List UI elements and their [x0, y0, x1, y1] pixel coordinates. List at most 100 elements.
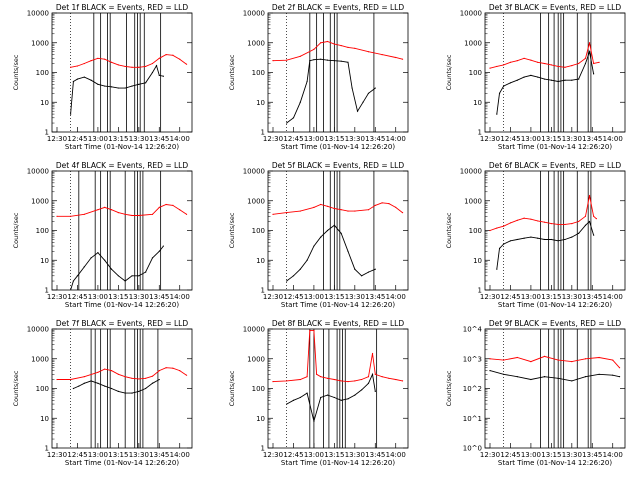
- lld-point: [320, 203, 322, 206]
- y-tick-label: 1000: [31, 355, 49, 363]
- events-point: [489, 369, 491, 372]
- y-tick-label: 1: [261, 129, 265, 137]
- lld-point: [571, 223, 573, 225]
- lld-point: [367, 51, 370, 53]
- events-point: [117, 275, 119, 277]
- events-point: [516, 238, 518, 241]
- x-tick-label: 13:15: [541, 135, 561, 143]
- events-point: [78, 385, 80, 387]
- lld-point: [347, 210, 349, 212]
- lld-point: [151, 375, 154, 377]
- x-tick-label: 13:00: [88, 451, 108, 459]
- x-tick-label: 13:30: [345, 135, 365, 143]
- events-point: [158, 250, 160, 252]
- lld-point: [179, 58, 181, 60]
- x-tick-label: 12:45: [67, 451, 87, 459]
- lld-point: [584, 57, 587, 59]
- events-point: [131, 85, 133, 87]
- lld-point: [374, 204, 376, 206]
- events-point: [530, 236, 532, 238]
- lld-point: [158, 57, 160, 59]
- lld-point: [340, 45, 342, 47]
- y-axis-label: Counts/sec: [228, 212, 236, 248]
- y-axis-label: Counts/sec: [12, 370, 20, 406]
- lld-point: [83, 62, 85, 65]
- events-point: [76, 78, 79, 80]
- lld-point: [523, 57, 525, 59]
- x-tick-label: 13:45: [149, 451, 169, 459]
- y-tick-label: 1: [45, 129, 49, 137]
- y-tick-label: 1: [261, 287, 265, 295]
- events-point: [104, 259, 106, 261]
- y-tick-label: 10: [473, 99, 482, 107]
- plot-frame: [484, 328, 626, 449]
- events-point: [578, 78, 580, 80]
- lld-point: [172, 367, 174, 369]
- y-tick-label: 10: [473, 257, 482, 265]
- panel-1: Det 1f BLACK = Events, RED = LLD Counts/s…: [12, 3, 193, 151]
- events-point: [299, 396, 301, 399]
- lld-point: [588, 194, 591, 197]
- x-axis-label: Start Time (01-Nov-14 12:26:20): [65, 143, 179, 151]
- lld-point: [326, 205, 329, 207]
- lld-point: [354, 47, 356, 49]
- lld-point: [272, 60, 274, 62]
- events-point: [498, 247, 501, 250]
- events-point: [320, 236, 322, 238]
- lld-point: [313, 48, 315, 50]
- events-point: [340, 399, 342, 401]
- lld-point: [401, 58, 404, 60]
- y-tick-label: 10000: [27, 326, 49, 334]
- lld-point: [145, 377, 147, 379]
- y-tick-label: 1000: [247, 197, 265, 205]
- lld-point: [503, 225, 505, 227]
- y-axis-label: Counts/sec: [12, 212, 20, 248]
- x-tick-label: 12:30: [480, 135, 500, 143]
- x-tick-label: 13:15: [541, 293, 561, 301]
- lld-point: [151, 213, 154, 215]
- lld-point: [516, 219, 518, 221]
- events-point: [333, 60, 335, 62]
- events-point: [354, 268, 356, 270]
- events-point: [326, 59, 329, 61]
- lld-point: [395, 56, 397, 59]
- x-tick-label: 12:30: [263, 451, 283, 459]
- lld-series-line: [57, 367, 187, 380]
- events-point: [509, 82, 512, 84]
- lld-series-line: [70, 54, 187, 68]
- x-tick-label: 14:00: [386, 135, 406, 143]
- x-tick-label: 13:45: [582, 135, 602, 143]
- lld-point: [333, 378, 335, 381]
- x-axis-label: Start Time (01-Nov-14 12:26:20): [498, 143, 612, 151]
- events-point: [90, 380, 92, 382]
- x-tick-label: 12:45: [500, 135, 520, 143]
- lld-point: [543, 62, 546, 65]
- events-point: [131, 392, 133, 394]
- y-tick-label: 10: [256, 257, 265, 265]
- lld-point: [124, 65, 126, 68]
- lld-point: [56, 215, 58, 217]
- lld-point: [503, 359, 505, 361]
- x-tick-label: 12:30: [480, 293, 500, 301]
- events-point: [571, 79, 573, 81]
- lld-point: [516, 60, 518, 62]
- lld-point: [550, 64, 552, 66]
- lld-point: [124, 213, 126, 215]
- lld-point: [104, 368, 106, 370]
- events-point: [367, 92, 370, 94]
- events-point: [571, 236, 573, 238]
- lld-point: [361, 378, 363, 381]
- y-tick-label: 1000: [464, 39, 482, 47]
- events-point: [351, 87, 353, 89]
- events-point: [367, 382, 370, 384]
- lld-point: [151, 62, 154, 65]
- plot-frame: [484, 12, 626, 133]
- lld-point: [124, 376, 126, 378]
- lld-point: [395, 206, 397, 208]
- events-point: [299, 268, 301, 270]
- events-point: [145, 82, 147, 84]
- y-axis-label: Counts/sec: [12, 54, 20, 90]
- x-tick-label: 14:00: [170, 451, 190, 459]
- y-tick-label: 10000: [243, 10, 265, 18]
- lld-point: [496, 227, 498, 229]
